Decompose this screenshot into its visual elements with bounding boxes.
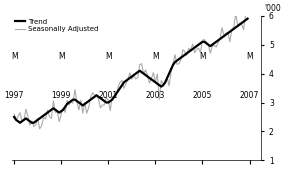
Text: M: M	[105, 52, 112, 61]
Text: M: M	[199, 52, 206, 61]
Trend	[12, 116, 16, 118]
Trend	[246, 18, 249, 20]
Trend	[240, 22, 243, 24]
Text: M: M	[246, 52, 253, 61]
Seasonally Adjusted	[242, 29, 245, 31]
Line: Trend: Trend	[14, 19, 248, 123]
Legend: Trend, Seasonally Adjusted: Trend, Seasonally Adjusted	[12, 16, 101, 35]
Seasonally Adjusted	[77, 109, 81, 111]
Trend	[18, 122, 22, 124]
Seasonally Adjusted	[199, 51, 202, 53]
Trend	[63, 106, 67, 108]
Line: Seasonally Adjusted: Seasonally Adjusted	[14, 12, 248, 129]
Text: 2003: 2003	[146, 91, 165, 100]
Text: M: M	[152, 52, 159, 61]
Text: 2005: 2005	[193, 91, 212, 100]
Trend	[144, 74, 147, 76]
Trend	[77, 101, 81, 104]
Text: 2001: 2001	[99, 91, 118, 100]
Text: 2007: 2007	[240, 91, 259, 100]
Seasonally Adjusted	[175, 63, 179, 65]
Text: M: M	[11, 52, 18, 61]
Seasonally Adjusted	[12, 113, 16, 115]
Seasonally Adjusted	[234, 11, 237, 13]
Seasonally Adjusted	[144, 69, 147, 71]
Trend	[199, 42, 202, 44]
Text: 1997: 1997	[5, 91, 24, 100]
Text: M: M	[58, 52, 65, 61]
Seasonally Adjusted	[246, 14, 249, 16]
Text: 1999: 1999	[52, 91, 71, 100]
Trend	[175, 59, 179, 62]
Seasonally Adjusted	[38, 128, 41, 130]
Seasonally Adjusted	[63, 111, 67, 113]
Text: '000: '000	[265, 4, 281, 13]
